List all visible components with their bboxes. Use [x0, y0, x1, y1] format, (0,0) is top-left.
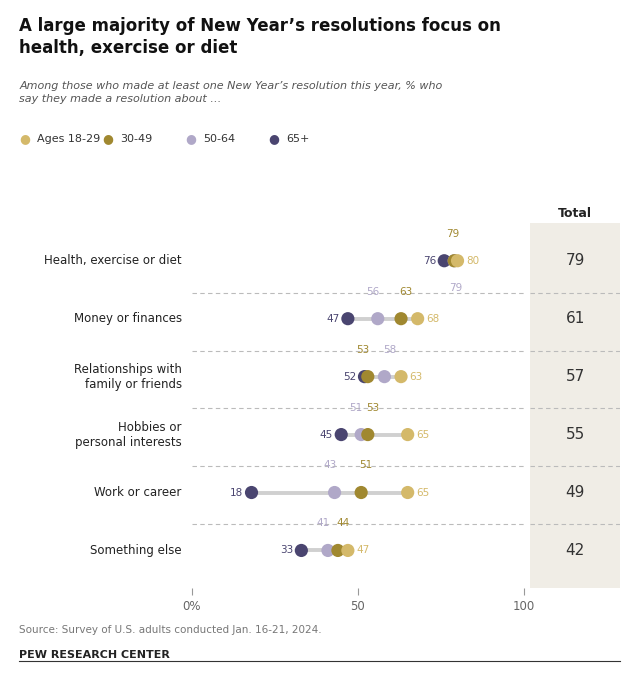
Point: [356, 487, 366, 498]
Point: [343, 313, 353, 324]
Text: Source: Survey of U.S. adults conducted Jan. 16-21, 2024.: Source: Survey of U.S. adults conducted …: [19, 625, 322, 635]
Point: [363, 429, 373, 440]
Point: [247, 487, 257, 498]
Point: [396, 313, 406, 324]
Text: 56: 56: [366, 287, 380, 297]
Text: 44: 44: [336, 518, 350, 529]
Point: [452, 256, 463, 266]
Point: [396, 371, 406, 382]
Text: 50-64: 50-64: [203, 134, 235, 143]
Text: 43: 43: [323, 460, 336, 470]
Text: 53: 53: [366, 402, 380, 412]
Text: Hobbies or
personal interests: Hobbies or personal interests: [75, 420, 181, 449]
Text: Work or career: Work or career: [95, 486, 181, 499]
Point: [323, 545, 333, 556]
Text: 79: 79: [449, 283, 463, 293]
Text: ●: ●: [19, 132, 30, 145]
Point: [380, 371, 390, 382]
Text: 52: 52: [343, 372, 356, 382]
Text: A large majority of New Year’s resolutions focus on
health, exercise or diet: A large majority of New Year’s resolutio…: [19, 17, 501, 57]
Text: Money or finances: Money or finances: [73, 312, 181, 325]
Point: [356, 429, 366, 440]
Text: 51: 51: [350, 402, 363, 412]
Point: [363, 371, 373, 382]
Text: 53: 53: [356, 345, 369, 355]
Text: PEW RESEARCH CENTER: PEW RESEARCH CENTER: [19, 650, 170, 660]
Text: Ages 18-29: Ages 18-29: [37, 134, 100, 143]
Text: Health, exercise or diet: Health, exercise or diet: [44, 254, 181, 267]
Text: Something else: Something else: [90, 544, 181, 557]
Text: 79: 79: [566, 254, 585, 268]
Text: Among those who made at least one New Year’s resolution this year, % who
say the: Among those who made at least one New Ye…: [19, 81, 442, 104]
Point: [333, 545, 343, 556]
Text: 42: 42: [566, 543, 585, 558]
Text: 76: 76: [422, 256, 436, 266]
Text: ●: ●: [185, 132, 196, 145]
Text: 33: 33: [280, 546, 293, 556]
Point: [330, 487, 340, 498]
Point: [296, 545, 307, 556]
Text: 63: 63: [410, 372, 422, 382]
Point: [336, 429, 346, 440]
Text: 65: 65: [416, 487, 429, 498]
Text: 58: 58: [383, 345, 396, 355]
Point: [449, 256, 459, 266]
Point: [413, 313, 423, 324]
Text: 65+: 65+: [286, 134, 310, 143]
Point: [359, 371, 369, 382]
Text: 18: 18: [230, 487, 243, 498]
Point: [373, 313, 383, 324]
Text: 30-49: 30-49: [120, 134, 152, 143]
Text: 47: 47: [327, 314, 339, 324]
Text: ●: ●: [268, 132, 279, 145]
Text: Total: Total: [558, 207, 592, 220]
Point: [343, 545, 353, 556]
Text: 57: 57: [566, 369, 585, 384]
Text: 63: 63: [399, 287, 413, 297]
Text: 47: 47: [356, 546, 369, 556]
Text: 45: 45: [320, 429, 333, 439]
Text: ●: ●: [102, 132, 113, 145]
Point: [403, 487, 413, 498]
Point: [449, 256, 459, 266]
Text: 49: 49: [566, 485, 585, 500]
Text: 51: 51: [360, 460, 373, 470]
Text: Relationships with
family or friends: Relationships with family or friends: [74, 362, 181, 391]
Text: 61: 61: [566, 311, 585, 327]
Point: [439, 256, 449, 266]
Text: 68: 68: [426, 314, 439, 324]
Text: 65: 65: [416, 429, 429, 439]
Text: 79: 79: [446, 228, 459, 239]
Point: [403, 429, 413, 440]
Text: 55: 55: [566, 427, 585, 442]
Text: 41: 41: [316, 518, 330, 529]
Text: 80: 80: [466, 256, 479, 266]
